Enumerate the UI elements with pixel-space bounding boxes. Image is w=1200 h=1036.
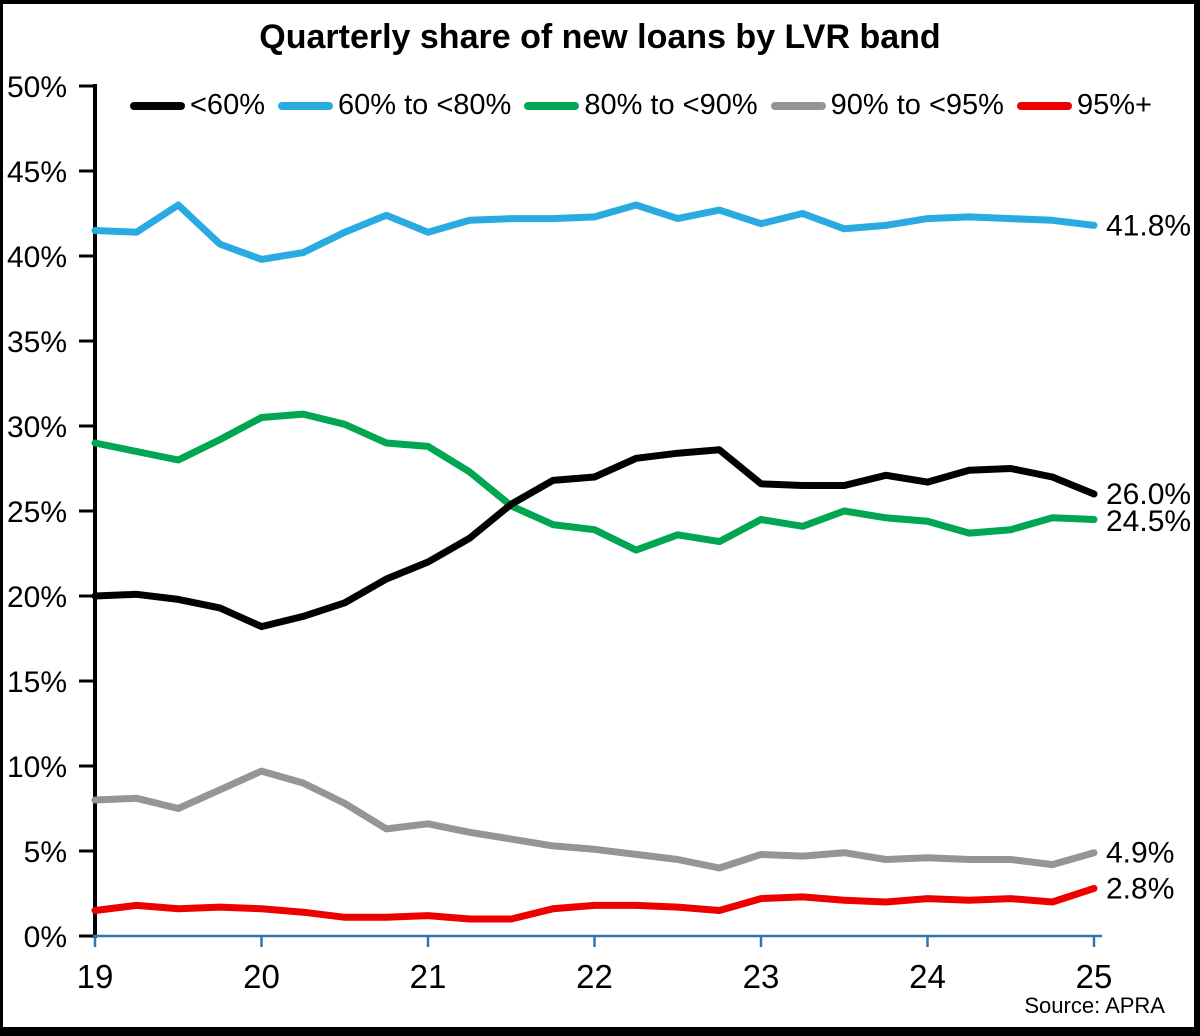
x-tick-label: 19 xyxy=(77,958,114,995)
y-tick-label: 25% xyxy=(7,496,67,529)
legend-label: 60% to <80% xyxy=(337,89,512,121)
series-line-90-to-95 xyxy=(91,767,1098,872)
y-tick-label: 15% xyxy=(7,666,67,699)
x-tick-label: 20 xyxy=(243,958,280,995)
source-note: Source: APRA xyxy=(1024,993,1165,1018)
series-end-label: 24.5% xyxy=(1106,505,1191,538)
legend-item: 95%+ xyxy=(1016,89,1152,121)
series-line-80-to-90 xyxy=(91,410,1098,554)
y-tick-label: 35% xyxy=(7,326,67,359)
legend-swatch xyxy=(1016,101,1072,110)
y-tick-label: 30% xyxy=(7,411,67,444)
legend-item: 60% to <80% xyxy=(277,89,512,121)
series-end-label: 26.0% xyxy=(1106,478,1191,511)
y-tick-label: 5% xyxy=(24,836,67,869)
x-tick-label: 25 xyxy=(1076,958,1113,995)
chart-title: Quarterly share of new loans by LVR band xyxy=(259,18,941,56)
legend: <60% 60% to <80% 80% to <90% 90% to <95% 95%… xyxy=(130,91,1152,120)
y-tick-label: 40% xyxy=(7,241,67,274)
legend-label: <60% xyxy=(190,89,265,121)
series-line-60 xyxy=(91,446,1098,631)
legend-swatch xyxy=(130,101,185,110)
y-tick-label: 10% xyxy=(7,751,67,784)
legend-label: 95%+ xyxy=(1076,89,1152,121)
legend-swatch xyxy=(770,101,826,110)
x-tick-label: 22 xyxy=(576,958,613,995)
x-tick-label: 23 xyxy=(743,958,780,995)
legend-label: 80% to <90% xyxy=(584,89,758,121)
series-line-60-to-80 xyxy=(91,201,1098,263)
legend-item: 80% to <90% xyxy=(524,89,758,121)
x-tick-label: 21 xyxy=(410,958,447,995)
series-end-label: 41.8% xyxy=(1106,209,1191,242)
series-end-label: 4.9% xyxy=(1106,837,1174,870)
y-tick-label: 20% xyxy=(7,581,67,614)
legend-item: 90% to <95% xyxy=(770,89,1004,121)
y-tick-label: 45% xyxy=(7,156,67,189)
legend-swatch xyxy=(524,101,580,110)
y-tick-label: 50% xyxy=(7,71,67,104)
series-end-label: 2.8% xyxy=(1106,872,1174,905)
legend-item: <60% xyxy=(130,91,265,120)
x-tick-label: 24 xyxy=(909,958,946,995)
legend-swatch xyxy=(277,101,333,110)
series-line-95 xyxy=(91,884,1098,923)
legend-label: 90% to <95% xyxy=(830,89,1004,121)
y-tick-label: 0% xyxy=(24,921,67,954)
